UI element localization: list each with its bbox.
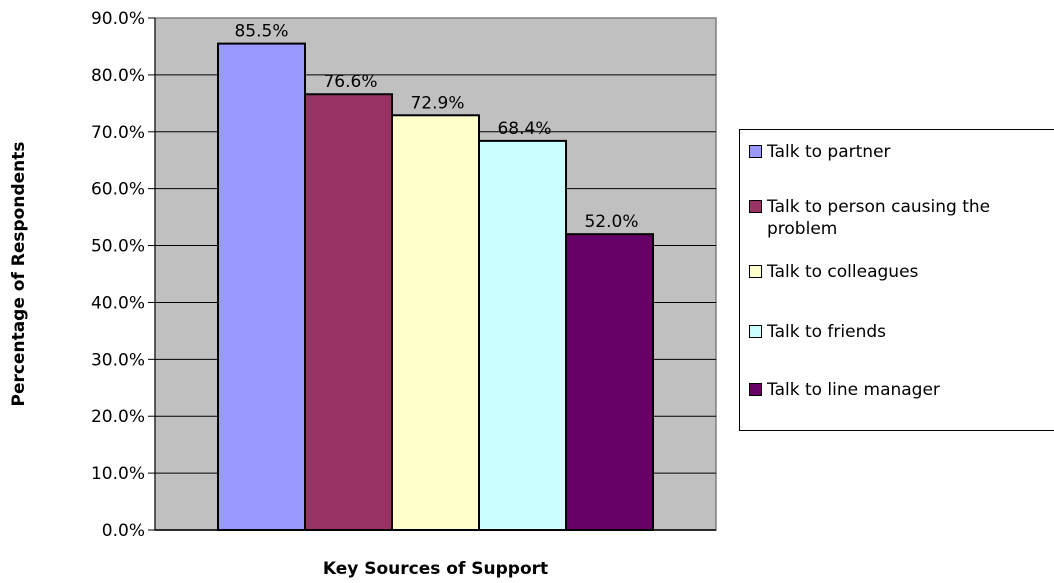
legend-swatch: [749, 325, 762, 338]
legend-label: Talk to partner: [767, 142, 891, 162]
legend-label: Talk to friends: [767, 322, 887, 342]
bar-value-label: 85.5%: [234, 22, 288, 42]
legend-swatch: [749, 145, 762, 158]
bar-value-label: 68.4%: [497, 119, 551, 139]
y-tick-label: 40.0%: [91, 293, 145, 313]
legend-label: Talk to line manager: [767, 380, 940, 400]
y-tick-label: 90.0%: [91, 9, 145, 29]
legend: Talk to partner Talk to person causing t…: [739, 129, 1054, 431]
legend-swatch: [749, 265, 762, 278]
bar-value-label: 52.0%: [584, 212, 638, 232]
bar: [304, 93, 393, 531]
legend-swatch: [749, 383, 762, 396]
y-tick-label: 20.0%: [91, 407, 145, 427]
bar: [565, 233, 654, 532]
x-axis-title: Key Sources of Support: [323, 559, 548, 579]
y-tick-label: 0.0%: [102, 521, 145, 541]
bars: [217, 42, 654, 532]
bar-value-label: 72.9%: [410, 93, 464, 113]
y-tick-label: 50.0%: [91, 237, 145, 257]
y-tick-label: 10.0%: [91, 464, 145, 484]
y-axis-title: Percentage of Respondents: [9, 141, 29, 406]
y-tick-label: 60.0%: [91, 180, 145, 200]
bar: [478, 139, 567, 531]
data-labels: 85.5% 76.6% 72.9% 68.4% 52.0%: [234, 22, 638, 233]
y-tick-label: 30.0%: [91, 350, 145, 370]
bar: [217, 42, 306, 531]
legend-swatch: [749, 200, 762, 213]
y-tick-label: 70.0%: [91, 123, 145, 143]
bar-value-label: 76.6%: [323, 72, 377, 92]
y-tick-label: 80.0%: [91, 66, 145, 86]
legend-label: Talk to colleagues: [767, 262, 919, 282]
bar: [391, 114, 480, 531]
legend-label: Talk to person causing the problem: [767, 197, 991, 239]
